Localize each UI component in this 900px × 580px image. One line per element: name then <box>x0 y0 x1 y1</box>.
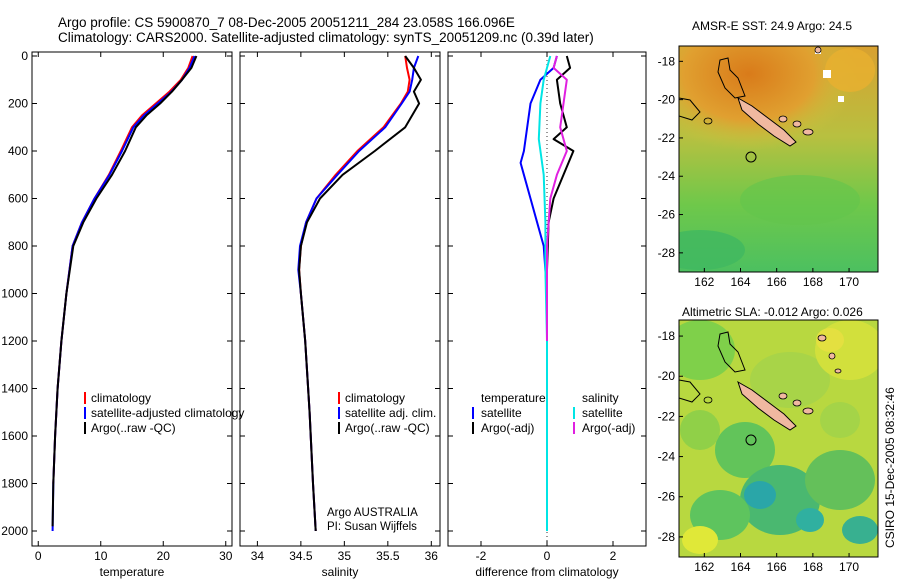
map-y-tick-label: -22 <box>658 409 676 423</box>
series-line-argo <box>298 55 422 532</box>
map-y-tick-label: -24 <box>658 450 676 464</box>
sla-map: 162 164 166 168 170 -18 -20 -22 -24 -26 -28 <box>658 319 879 574</box>
sst-map: 162 164 166 168 170 -18 -20 -22 -24 -26 -28 <box>658 45 879 289</box>
sst-map-field <box>679 46 878 272</box>
x-tick-label: 0 <box>35 549 42 563</box>
temperature-panel: 0 10 20 30 temperature 0 200 400 600 800 1000 1200 1… <box>1 49 232 579</box>
legend-label-argo: Argo(..raw -QC) <box>345 421 430 435</box>
x-axis-label: salinity <box>322 565 359 579</box>
sst-map-title: AMSR-E SST: 24.9 Argo: 24.5 <box>692 19 852 33</box>
legend-label-sal-satellite: satellite <box>582 406 623 420</box>
legend-label-satellite: satellite adj. clim. <box>345 406 436 420</box>
x-tick-label: 35 <box>338 549 352 563</box>
annotation-program: Argo AUSTRALIA <box>327 507 418 519</box>
map-y-tick-label: -18 <box>658 54 676 68</box>
y-tick-label: 1600 <box>1 429 28 443</box>
series-line-satellite <box>51 55 196 532</box>
legend-label-sal-argo: Argo(-adj) <box>582 421 635 435</box>
legend-title-salinity: salinity <box>582 391 619 405</box>
y-tick-label: 1400 <box>1 382 28 396</box>
difference-panel: -2 0 2 difference from climatology <box>447 51 647 579</box>
legend-label-climatology: climatology <box>91 391 151 405</box>
difference-legend-temperature: temperature satellite Argo(-adj) <box>472 391 546 435</box>
y-tick-label: 2000 <box>1 524 28 538</box>
x-tick-label: 30 <box>219 549 233 563</box>
map-x-tick-label: 166 <box>767 560 787 574</box>
plot-frame <box>239 51 441 547</box>
series-line-salinity-satellite <box>537 55 552 531</box>
map-y-tick-label: -26 <box>658 490 676 504</box>
map-x-tick-label: 166 <box>767 275 787 289</box>
map-y-tick-label: -28 <box>658 246 676 260</box>
salinity-legend: climatology satellite adj. clim. Argo(..… <box>327 391 436 533</box>
map-y-tick-label: -20 <box>658 369 676 383</box>
x-tick-label: 20 <box>157 549 171 563</box>
x-tick-label: 35.5 <box>376 549 400 563</box>
sst-map-ticks: 162 164 166 168 170 -18 -20 -22 -24 -26 -28 <box>658 54 860 289</box>
map-y-tick-label: -22 <box>658 131 676 145</box>
x-tick-label: 0 <box>544 549 551 563</box>
plot-frame <box>31 51 233 547</box>
sla-map-field <box>679 320 878 557</box>
sla-argo-marker <box>745 434 757 446</box>
series-line-temperature-satellite <box>519 55 558 531</box>
map-y-tick-label: -20 <box>658 93 676 107</box>
x-tick-label: 10 <box>94 549 108 563</box>
map-x-tick-label: 162 <box>694 275 714 289</box>
side-stamp: CSIRO 15-Dec-2005 08:32:46 <box>883 387 897 548</box>
sst-argo-marker <box>745 151 757 163</box>
difference-legend-salinity: salinity satellite Argo(-adj) <box>573 391 635 435</box>
series-line-satellite <box>297 55 420 532</box>
map-x-tick-label: 170 <box>839 560 859 574</box>
map-y-tick-label: -24 <box>658 169 676 183</box>
y-tick-label: 600 <box>8 192 28 206</box>
y-tick-label: 1200 <box>1 334 28 348</box>
figure-title-line2: Climatology: CARS2000. Satellite-adjuste… <box>58 30 594 45</box>
x-tick-label: 34 <box>251 549 265 563</box>
series-line-climatology <box>298 55 411 532</box>
series-line-argo <box>51 55 198 527</box>
x-axis-label: difference from climatology <box>475 565 618 579</box>
x-tick-label: -2 <box>476 549 487 563</box>
x-axis-label: temperature <box>100 565 165 579</box>
y-tick-label: 400 <box>8 144 28 158</box>
x-tick-label: 36 <box>425 549 439 563</box>
x-tick-label: 34.5 <box>289 549 313 563</box>
map-y-tick-label: -26 <box>658 208 676 222</box>
annotation-pi: PI: Susan Wijffels <box>327 521 417 533</box>
map-y-tick-label: -28 <box>658 530 676 544</box>
map-x-tick-label: 164 <box>730 560 750 574</box>
y-tick-label: 200 <box>8 97 28 111</box>
y-tick-label: 1800 <box>1 477 28 491</box>
map-x-tick-label: 168 <box>803 560 823 574</box>
map-x-tick-label: 162 <box>694 560 714 574</box>
map-y-tick-label: -18 <box>658 329 676 343</box>
sla-map-title: Altimetric SLA: -0.012 Argo: 0.026 <box>682 305 863 319</box>
series-line-salinity-argo <box>546 55 568 341</box>
sla-map-ticks: 162 164 166 168 170 -18 -20 -22 -24 -26 -28 <box>658 329 860 574</box>
y-tick-label: 1000 <box>1 287 28 301</box>
salinity-panel: 34 34.5 35 35.5 36 salinity <box>239 51 441 579</box>
y-tick-label: 0 <box>21 49 28 63</box>
legend-label-temp-argo: Argo(-adj) <box>481 421 534 435</box>
map-x-tick-label: 164 <box>730 275 750 289</box>
figure-title-line1: Argo profile: CS 5900870_7 08-Dec-2005 2… <box>58 15 515 30</box>
map-x-tick-label: 168 <box>803 275 823 289</box>
legend-label-temp-satellite: satellite <box>481 406 522 420</box>
temperature-legend: climatology satellite-adjusted climatolo… <box>84 391 244 435</box>
legend-label-argo: Argo(..raw -QC) <box>91 421 176 435</box>
map-x-tick-label: 170 <box>839 275 859 289</box>
y-tick-label: 800 <box>8 239 28 253</box>
legend-label-satellite: satellite-adjusted climatology <box>91 406 244 420</box>
x-tick-label: 2 <box>610 549 617 563</box>
legend-title-temperature: temperature <box>481 391 546 405</box>
legend-label-climatology: climatology <box>345 391 405 405</box>
